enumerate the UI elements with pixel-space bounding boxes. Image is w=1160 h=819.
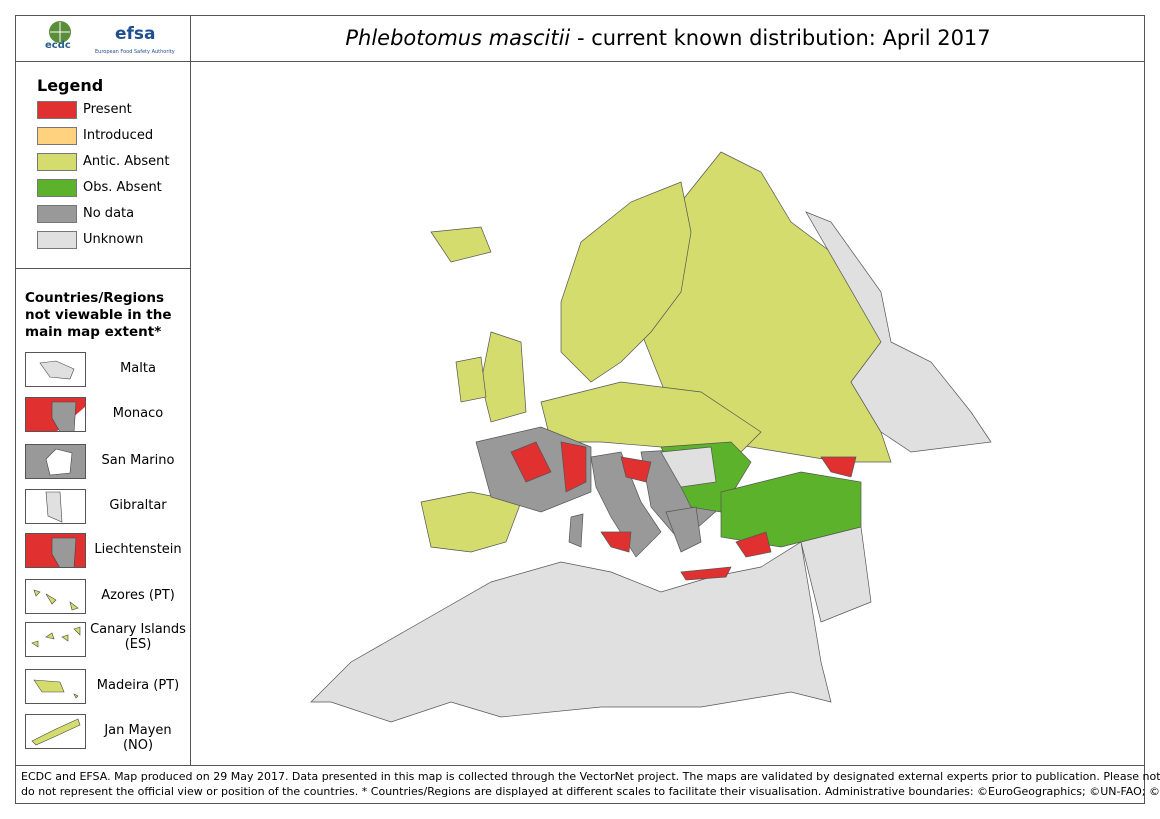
inset-title: Countries/Regions not viewable in the ma… xyxy=(25,290,172,340)
region xyxy=(560,181,692,383)
inset-label: Malta xyxy=(120,361,156,376)
region xyxy=(310,541,832,723)
region xyxy=(800,526,872,623)
legend-swatch xyxy=(37,153,77,171)
legend-label: Obs. Absent xyxy=(83,180,162,195)
legend-label: Present xyxy=(83,102,132,117)
inset-map xyxy=(26,398,86,433)
legend-label: No data xyxy=(83,206,135,221)
region xyxy=(640,151,892,463)
divider xyxy=(15,268,190,269)
inset-label: Canary Islands (ES) xyxy=(90,622,186,652)
inset-label: Azores (PT) xyxy=(101,588,175,603)
region xyxy=(480,331,527,423)
inset-map xyxy=(33,589,79,611)
title: Phlebotomus mascitii - current known dis… xyxy=(191,26,1145,50)
region xyxy=(820,456,857,478)
legend-swatch xyxy=(37,179,77,197)
inset-label: Gibraltar xyxy=(109,498,167,513)
inset-box xyxy=(25,444,86,479)
frame xyxy=(15,15,1145,804)
region xyxy=(420,491,522,553)
inset-box xyxy=(25,579,86,614)
region xyxy=(665,506,702,553)
region xyxy=(430,226,492,263)
inset-box xyxy=(25,669,86,704)
region xyxy=(680,566,732,581)
legend-label: Antic. Absent xyxy=(83,154,170,169)
ecdc-emblem xyxy=(49,21,71,43)
inset-label: San Marino xyxy=(101,453,175,468)
inset-map xyxy=(26,534,86,569)
inset-label: Jan Mayen (NO) xyxy=(104,723,172,753)
region xyxy=(568,513,584,548)
inset-map xyxy=(26,445,86,479)
title-text: - current known distribution: April 2017 xyxy=(570,26,991,50)
divider xyxy=(190,15,191,766)
logo-text: ecdc xyxy=(45,40,71,51)
region xyxy=(510,441,552,483)
inset-box xyxy=(25,489,86,524)
inset-map xyxy=(33,679,79,699)
logo-text: efsa xyxy=(115,24,156,44)
inset-map xyxy=(45,491,63,523)
region xyxy=(620,456,652,483)
legend-swatch xyxy=(37,205,77,223)
region xyxy=(455,356,487,403)
legend-title: Legend xyxy=(37,76,104,95)
legend-label: Introduced xyxy=(83,128,154,143)
region xyxy=(660,446,717,488)
inset-box xyxy=(25,352,86,387)
inset-box xyxy=(25,397,86,433)
footer-line: ECDC and EFSA. Map produced on 29 May 20… xyxy=(21,770,1160,783)
inset-box xyxy=(25,622,86,657)
region xyxy=(560,441,587,493)
logo-subtext: European Food Safety Authority xyxy=(95,49,175,55)
inset-map xyxy=(31,718,81,746)
legend-swatch xyxy=(37,231,77,249)
inset-label: Monaco xyxy=(112,406,164,421)
inset-box xyxy=(25,533,86,569)
legend-label: Unknown xyxy=(83,232,144,247)
map xyxy=(310,151,992,723)
inset-label: Madeira (PT) xyxy=(96,678,180,693)
inset-box xyxy=(25,714,86,749)
inset-label: Liechtenstein xyxy=(94,542,182,557)
divider xyxy=(15,61,1145,62)
legend-swatch xyxy=(37,127,77,145)
region xyxy=(805,211,992,453)
region xyxy=(600,531,632,553)
divider xyxy=(15,765,1145,766)
title-species: Phlebotomus mascitii xyxy=(345,26,571,50)
footer-line: do not represent the official view or po… xyxy=(21,785,1160,798)
inset-map xyxy=(31,626,81,648)
legend-swatch xyxy=(37,101,77,119)
region xyxy=(735,531,772,558)
inset-map xyxy=(39,360,75,380)
